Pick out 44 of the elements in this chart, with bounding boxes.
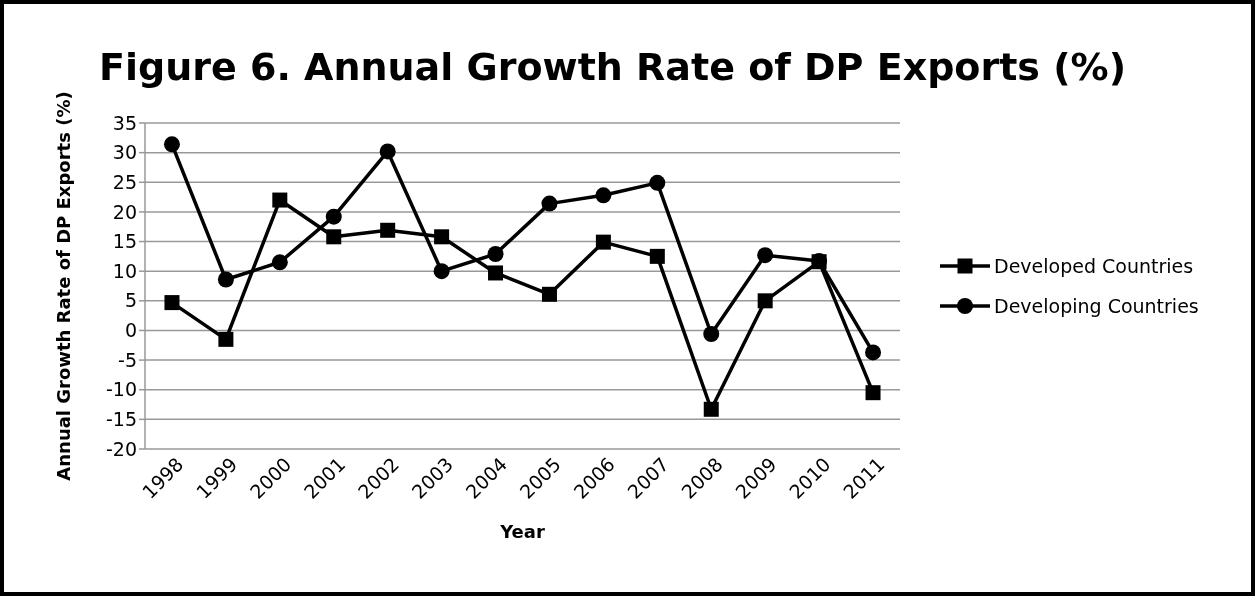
point <box>380 222 396 238</box>
y-tick-label: -10 <box>105 378 137 401</box>
y-tick-label: 15 <box>112 230 137 253</box>
point <box>326 229 342 245</box>
point <box>487 245 504 262</box>
point <box>271 254 288 271</box>
point <box>488 265 504 281</box>
point <box>595 187 612 204</box>
point <box>649 174 666 191</box>
legend-label: Developed Countries <box>994 254 1194 277</box>
point <box>272 192 288 208</box>
y-tick-label: -5 <box>118 348 137 371</box>
point <box>649 248 665 264</box>
point <box>434 229 450 245</box>
y-tick-label: 25 <box>112 170 137 193</box>
x-axis-title: Year <box>499 521 545 542</box>
y-axis-title: Annual Growth Rate of DP Exports (%) <box>53 91 74 481</box>
point <box>703 326 720 343</box>
y-tick-label: 5 <box>124 289 137 312</box>
y-tick-label: -20 <box>105 437 137 460</box>
point <box>433 263 450 280</box>
point <box>757 293 773 309</box>
chart-title: Figure 6. Annual Growth Rate of DP Exports (%) <box>98 45 1127 89</box>
point <box>163 136 180 153</box>
point <box>811 254 827 270</box>
y-tick-label: 20 <box>112 200 137 223</box>
point <box>325 208 342 225</box>
point <box>595 234 611 250</box>
point <box>703 401 719 417</box>
y-tick-label: 30 <box>112 141 137 164</box>
point <box>541 195 558 212</box>
legend-label: Developing Countries <box>994 294 1199 317</box>
point <box>218 331 234 347</box>
point <box>757 247 774 264</box>
point <box>865 344 882 361</box>
y-tick-label: 0 <box>124 319 137 342</box>
point <box>164 295 180 311</box>
point <box>379 143 396 160</box>
point <box>865 385 881 401</box>
y-tick-label: 10 <box>112 259 137 282</box>
point <box>541 286 557 302</box>
y-tick-label: -15 <box>105 408 137 431</box>
point <box>217 271 234 288</box>
y-tick-label: 35 <box>112 111 137 134</box>
